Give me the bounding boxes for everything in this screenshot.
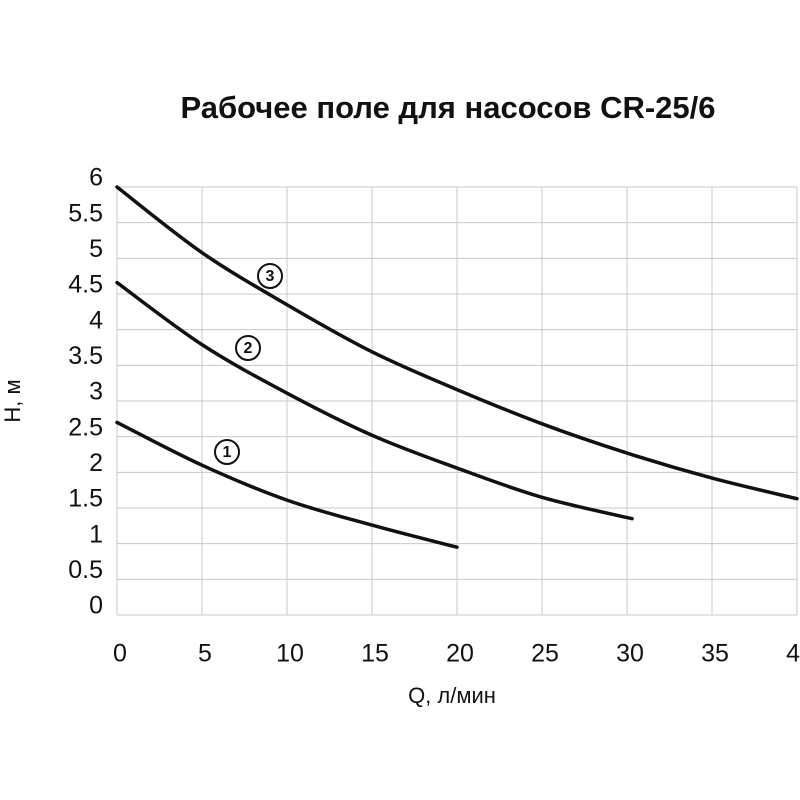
y-tick-label: 1.5 (68, 485, 103, 513)
curve-label-circle (235, 335, 261, 361)
curve-label-circle (257, 263, 283, 289)
x-tick-label: 35 (701, 640, 729, 668)
curve (115, 185, 799, 501)
y-tick-label: 5.5 (68, 199, 103, 227)
curve-label-circle (214, 439, 240, 465)
curve-label: 3 (266, 268, 275, 285)
x-tick-label: 5 (198, 640, 212, 668)
y-tick-label: 0.5 (68, 556, 103, 584)
x-axis-label: Q, л/мин (408, 683, 496, 708)
x-tick-label: 10 (276, 640, 304, 668)
y-tick-label: 3 (89, 378, 103, 406)
y-tick-label: 3.5 (68, 342, 103, 370)
curve-label: 2 (244, 340, 253, 357)
y-tick-label: 2 (89, 449, 103, 477)
x-tick-label: 20 (446, 640, 474, 668)
y-axis-label: H, м (0, 379, 25, 422)
x-tick-label: 0 (113, 640, 127, 668)
curve (115, 420, 459, 549)
y-tick-label: 6 (89, 164, 103, 192)
chart-title: Рабочее поле для насосов CR-25/6 (180, 90, 715, 125)
y-tick-label: 5 (89, 235, 103, 263)
y-tick-label: 1 (89, 520, 103, 548)
curve (115, 280, 634, 521)
curve-label: 1 (223, 444, 232, 461)
y-tick-label: 4.5 (68, 271, 103, 299)
y-tick-label: 4 (89, 306, 103, 334)
x-tick-label: 25 (531, 640, 559, 668)
x-tick-label: 15 (361, 640, 389, 668)
x-tick-label: 40 (786, 640, 800, 668)
x-tick-label: 30 (616, 640, 644, 668)
y-tick-label: 2.5 (68, 413, 103, 441)
y-tick-label: 0 (89, 592, 103, 620)
